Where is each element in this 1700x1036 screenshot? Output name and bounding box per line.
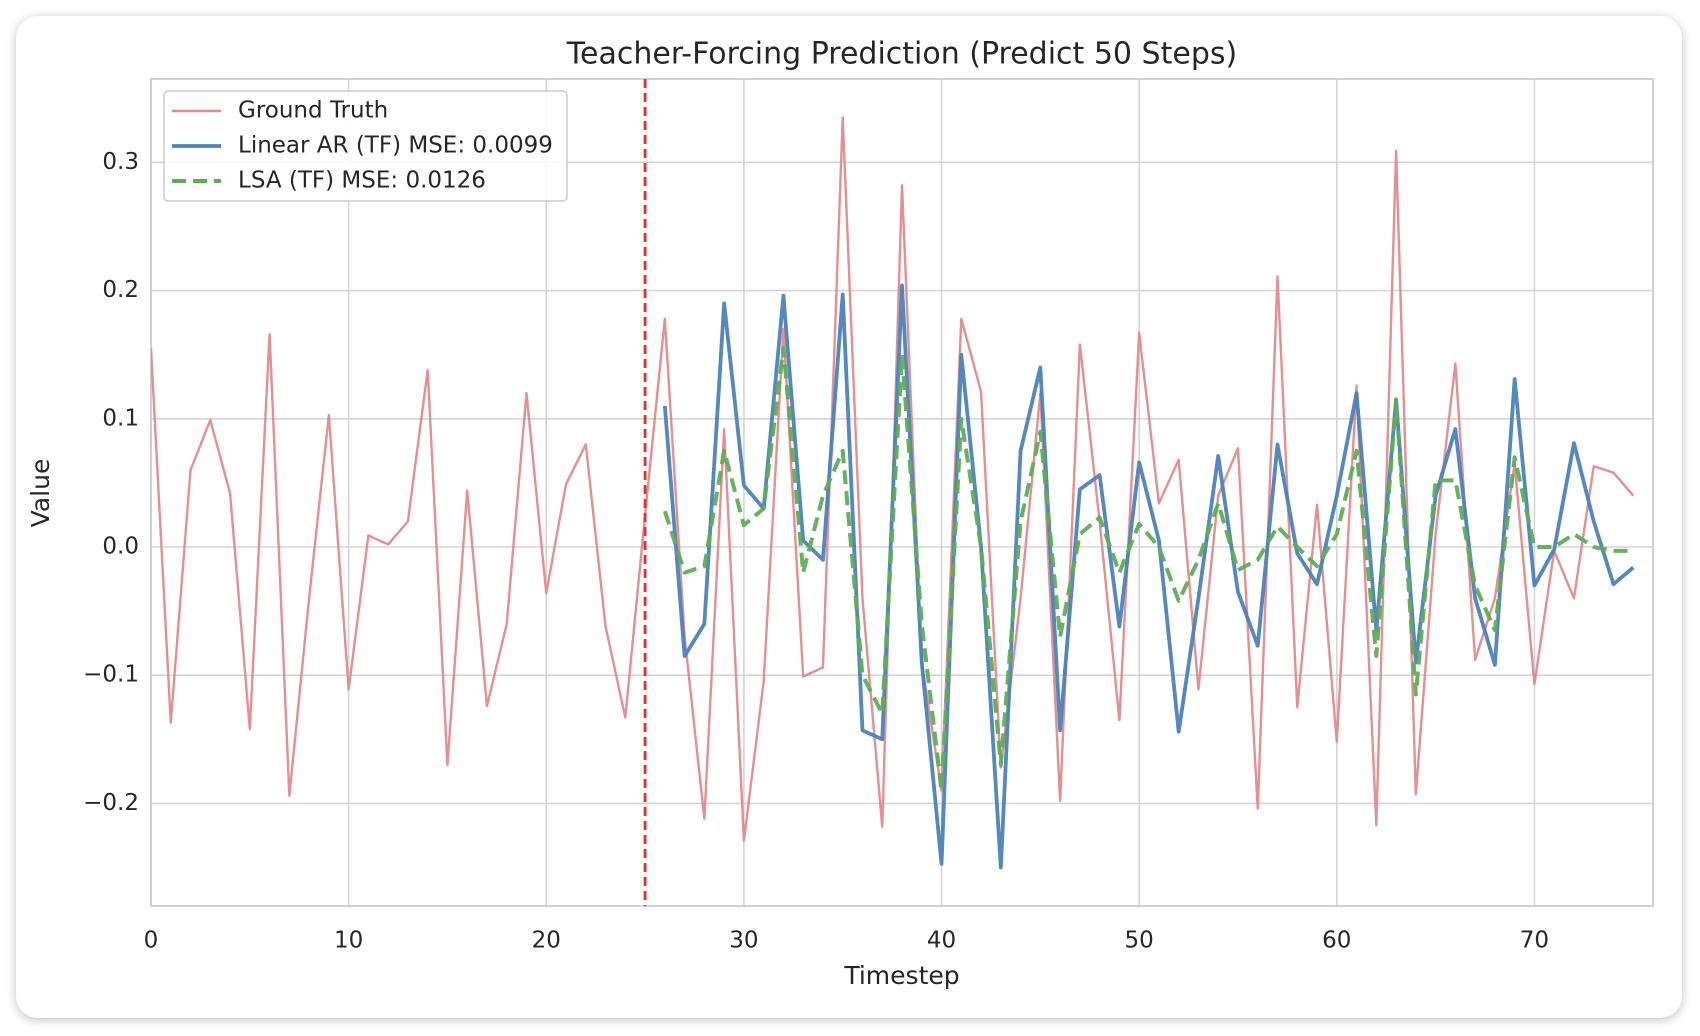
- y-tick-label: −0.2: [83, 790, 139, 816]
- x-tick-label: 30: [729, 928, 758, 954]
- chart-title: Teacher-Forcing Prediction (Predict 50 S…: [566, 37, 1237, 72]
- legend-box: [163, 90, 568, 202]
- y-tick-label: 0.0: [102, 533, 139, 559]
- x-tick-label: 10: [334, 928, 363, 954]
- y-tick-label: −0.1: [83, 662, 139, 688]
- series-line: [662, 283, 1635, 870]
- x-tick-label: 0: [144, 928, 159, 954]
- x-tick-label: 50: [1125, 928, 1154, 954]
- y-tick-label: 0.3: [102, 149, 139, 175]
- x-tick-label: 70: [1520, 928, 1549, 954]
- y-tick-label: 0.2: [102, 277, 139, 303]
- x-tick-label: 40: [927, 928, 956, 954]
- plot-frame: [150, 78, 1654, 907]
- legend-label: LSA (TF) MSE: 0.0126: [238, 168, 486, 194]
- x-tick-label: 20: [532, 928, 561, 954]
- legend-label: Ground Truth: [238, 98, 388, 124]
- x-tick-label: 60: [1322, 928, 1351, 954]
- series-line: [662, 346, 1634, 793]
- x-axis-label: Timestep: [843, 961, 959, 990]
- legend-label: Linear AR (TF) MSE: 0.0099: [238, 133, 553, 159]
- y-axis-label: Value: [26, 459, 55, 528]
- y-tick-label: 0.1: [102, 405, 139, 431]
